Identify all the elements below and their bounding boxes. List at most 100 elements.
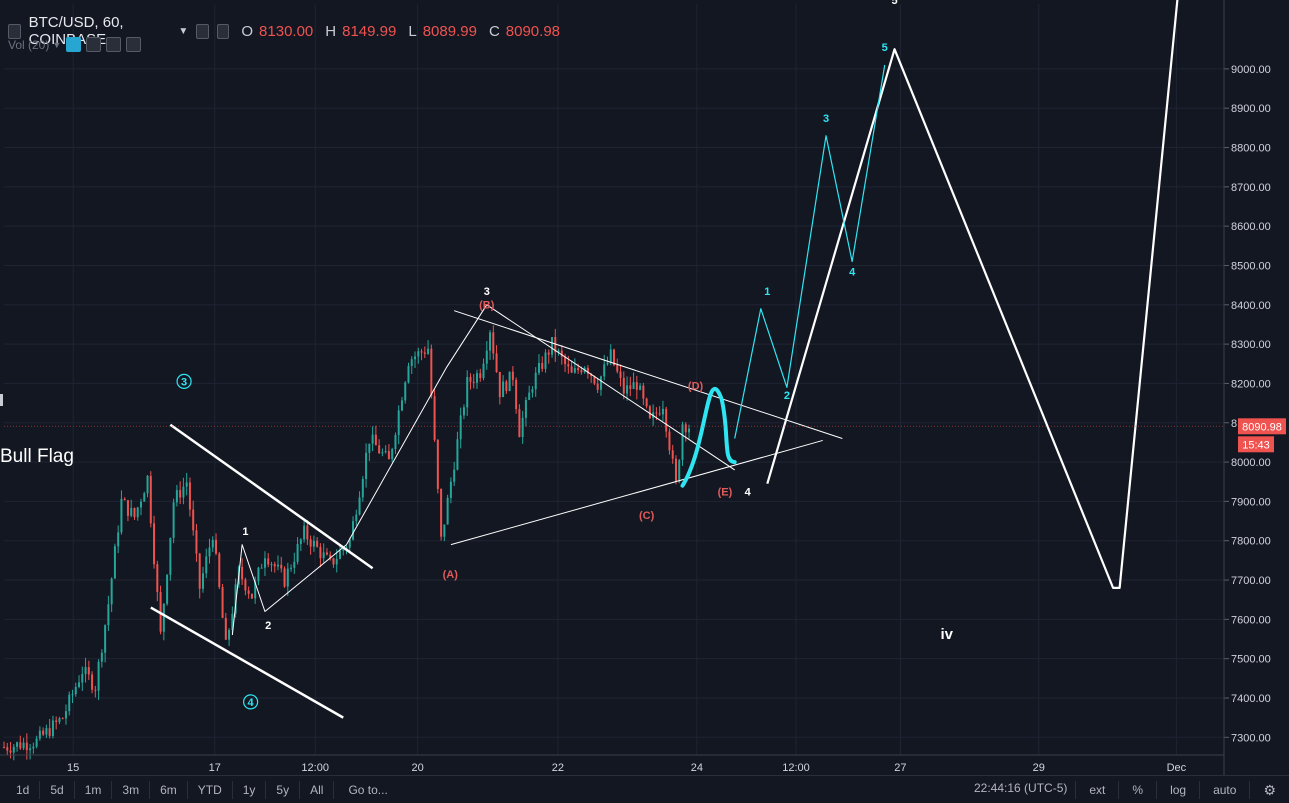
y-tick-label: 7600.00 — [1231, 614, 1271, 626]
eye-icon[interactable] — [66, 37, 82, 52]
wave-label: (B) — [479, 300, 495, 312]
timeframe-button[interactable]: 5y — [266, 780, 301, 799]
timeframe-button[interactable]: YTD — [188, 780, 233, 799]
close-icon[interactable] — [126, 37, 142, 52]
scale-toggle[interactable]: log — [1156, 780, 1199, 799]
candle-body — [332, 558, 335, 565]
candle-body — [524, 399, 527, 418]
candle-body — [404, 382, 407, 401]
candle-body — [472, 381, 475, 383]
candle-body — [117, 532, 120, 547]
candle-body — [299, 539, 302, 545]
candle-body — [378, 445, 381, 454]
wave-label: 1 — [764, 286, 770, 298]
candle-body — [420, 351, 423, 353]
scale-toggle[interactable]: % — [1118, 780, 1156, 799]
candle-body — [306, 525, 309, 540]
impulse-wave-line — [231, 544, 347, 636]
left-edge-handle[interactable] — [0, 394, 3, 406]
more-icon[interactable] — [106, 37, 122, 52]
candle-body — [91, 674, 94, 690]
candle-body — [635, 382, 638, 390]
dropdown-arrow-icon[interactable]: ▼ — [178, 25, 189, 37]
candle-body — [590, 373, 593, 377]
candle-body — [479, 373, 482, 379]
candle-body — [146, 475, 149, 494]
y-tick-label: 7400.00 — [1231, 693, 1271, 705]
x-tick-label: 29 — [1033, 762, 1045, 774]
candle-body — [551, 337, 554, 355]
candle-body — [580, 370, 583, 373]
candle-body — [560, 350, 563, 357]
timeframe-button[interactable]: 5d — [40, 780, 75, 799]
y-tick-label: 7700.00 — [1231, 575, 1271, 587]
settings-icon[interactable] — [196, 23, 209, 39]
candle-body — [462, 407, 465, 416]
candle-body — [515, 379, 518, 410]
price-axis[interactable]: 7300.00 7400.00 7500.00 7600.00 7700.00 7800.… — [4, 0, 1286, 775]
candle-body — [626, 385, 629, 394]
y-tick-label: 7300.00 — [1231, 732, 1271, 744]
candle-body — [400, 400, 403, 411]
candle-body — [355, 514, 358, 522]
wave-label: 5 — [882, 42, 888, 54]
scale-toggle[interactable]: auto — [1199, 780, 1249, 799]
time-axis[interactable]: 15 17 12:00 20 22 24 12:00 27 29 Dec — [0, 754, 1224, 774]
candle-body — [505, 381, 508, 392]
gear-icon[interactable] — [216, 23, 230, 39]
candle-body — [358, 497, 361, 515]
timeframe-button[interactable]: 1m — [75, 780, 113, 799]
candle-body — [97, 661, 100, 691]
symbol-icon[interactable] — [8, 23, 21, 39]
timeframe-button[interactable]: 6m — [150, 780, 188, 799]
candle-body — [221, 587, 224, 618]
wave-label: 3 — [484, 286, 490, 298]
timeframe-button[interactable]: 1y — [233, 780, 267, 799]
candle-body — [665, 408, 668, 432]
y-tick-label: 8500.00 — [1231, 260, 1271, 272]
candle-body — [417, 351, 420, 357]
timeframe-button[interactable]: 1d — [6, 780, 41, 799]
candle-body — [130, 507, 133, 516]
volume-indicator-label[interactable]: Vol (20) — [8, 37, 50, 52]
candle-body — [482, 363, 485, 379]
candle-body — [498, 371, 501, 398]
candle-body — [534, 372, 537, 390]
candle-series — [3, 325, 691, 761]
timeframe-buttons: 1d 5d 1m 3m 6m YTD 1y 5y All — [0, 780, 335, 799]
candle-body — [87, 667, 90, 675]
gear-icon[interactable]: ⚙ — [1249, 780, 1289, 799]
candle-body — [554, 337, 557, 353]
candle-body — [120, 498, 123, 533]
candle-body — [577, 368, 580, 371]
candle-body — [192, 509, 195, 531]
candle-body — [547, 352, 550, 355]
candle-body — [407, 365, 410, 383]
candle-body — [312, 540, 315, 547]
candle-body — [449, 481, 452, 498]
candle-body — [348, 539, 351, 548]
candle-body — [263, 558, 266, 568]
candle-body — [35, 738, 38, 747]
timeframe-button[interactable]: All — [300, 780, 335, 799]
candle-body — [361, 479, 364, 498]
candle-body — [423, 352, 426, 354]
open-label: O — [241, 22, 254, 40]
goto-button[interactable]: Go to... — [348, 782, 388, 797]
candle-body — [296, 544, 299, 562]
candle-body — [162, 603, 165, 632]
candle-body — [136, 507, 139, 518]
timeframe-button[interactable]: 3m — [112, 780, 151, 799]
candle-body — [544, 352, 547, 369]
candle-body — [688, 428, 691, 433]
candle-body — [3, 747, 5, 749]
chart-grid — [4, 4, 1224, 755]
candle-body — [81, 674, 84, 683]
x-tick-label: Dec — [1167, 762, 1187, 774]
settings-icon[interactable] — [86, 37, 102, 52]
scale-toggle[interactable]: ext — [1075, 780, 1118, 799]
volume-dropdown-icon[interactable]: ▼ — [52, 39, 62, 50]
candle-body — [42, 730, 45, 735]
candle-body — [133, 507, 136, 518]
